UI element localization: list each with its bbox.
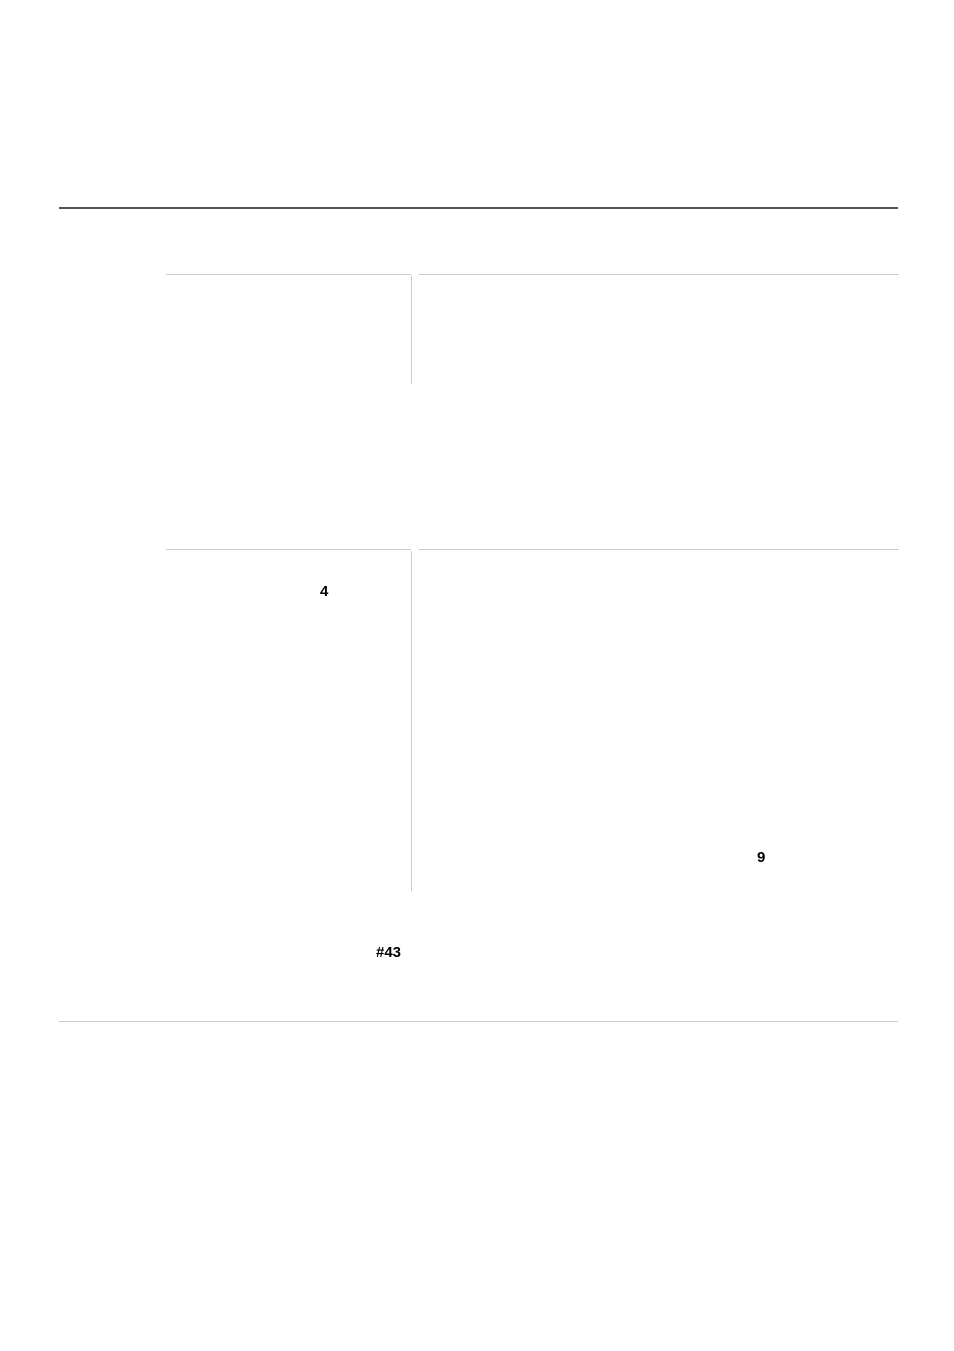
rule-section1-left [166,274,411,275]
left-column-number: 4 [320,584,328,599]
rule-vertical-upper [411,276,412,384]
rule-vertical-lower [411,551,412,891]
rule-section1-right [419,274,899,275]
rule-section2-right [419,549,899,550]
rule-bottom [59,1021,898,1022]
rule-top-dark [59,207,898,209]
hash-id-label: #43 [376,945,401,960]
right-column-number: 9 [757,850,765,865]
document-page: 4 9 #43 [0,0,954,1351]
rule-section2-left [166,549,411,550]
